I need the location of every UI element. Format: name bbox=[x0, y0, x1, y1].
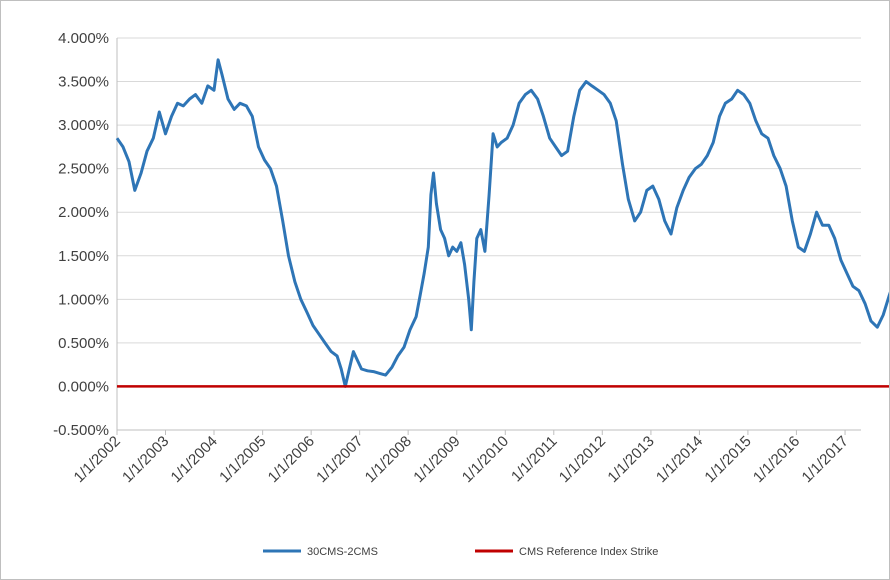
y-axis-tick-labels: -0.500% 0.000% 0.500% 1.000% 1.500% 2.000% 2.5… bbox=[53, 30, 109, 439]
y-tick-label: 2.000% bbox=[58, 204, 109, 221]
x-tick-label: 1/1/2008 bbox=[362, 433, 415, 486]
x-tick-label: 1/1/2005 bbox=[216, 433, 269, 486]
legend-label: 30CMS-2CMS bbox=[307, 546, 378, 558]
x-tick-label: 1/1/2002 bbox=[71, 433, 124, 486]
x-tick-label: 1/1/2003 bbox=[119, 433, 172, 486]
x-tick-label: 1/1/2016 bbox=[750, 433, 803, 486]
y-tick-label: 1.500% bbox=[58, 248, 109, 265]
x-tick-label: 1/1/2010 bbox=[459, 433, 512, 486]
x-tick-label: 1/1/2007 bbox=[313, 433, 366, 486]
y-tick-label: -0.500% bbox=[53, 422, 109, 439]
y-tick-label: 0.000% bbox=[58, 378, 109, 395]
x-tick-label: 1/1/2006 bbox=[265, 433, 318, 486]
y-tick-label: 3.500% bbox=[58, 74, 109, 91]
x-tick-label: 1/1/2013 bbox=[604, 433, 657, 486]
x-tick-label: 1/1/2009 bbox=[410, 433, 463, 486]
y-tick-label: 1.000% bbox=[58, 291, 109, 308]
x-tick-label: 1/1/2014 bbox=[653, 433, 706, 486]
series-line-30cms-2cms bbox=[115, 58, 889, 388]
y-tick-label: 2.500% bbox=[58, 161, 109, 178]
x-axis-tick-labels: 1/1/20021/1/20031/1/20041/1/20051/1/2006… bbox=[71, 430, 852, 486]
x-tick-label: 1/1/2011 bbox=[508, 433, 561, 486]
x-tick-label: 1/1/2012 bbox=[556, 433, 609, 486]
y-tick-label: 4.000% bbox=[58, 30, 109, 47]
legend: 30CMS-2CMS CMS Reference Index Strike bbox=[263, 546, 658, 558]
x-tick-label: 1/1/2017 bbox=[799, 433, 852, 486]
series-lines bbox=[115, 58, 889, 388]
legend-label: CMS Reference Index Strike bbox=[519, 546, 658, 558]
x-tick-label: 1/1/2004 bbox=[168, 433, 221, 486]
y-tick-label: 3.000% bbox=[58, 117, 109, 134]
x-tick-label: 1/1/2015 bbox=[701, 433, 754, 486]
y-tick-label: 0.500% bbox=[58, 335, 109, 352]
